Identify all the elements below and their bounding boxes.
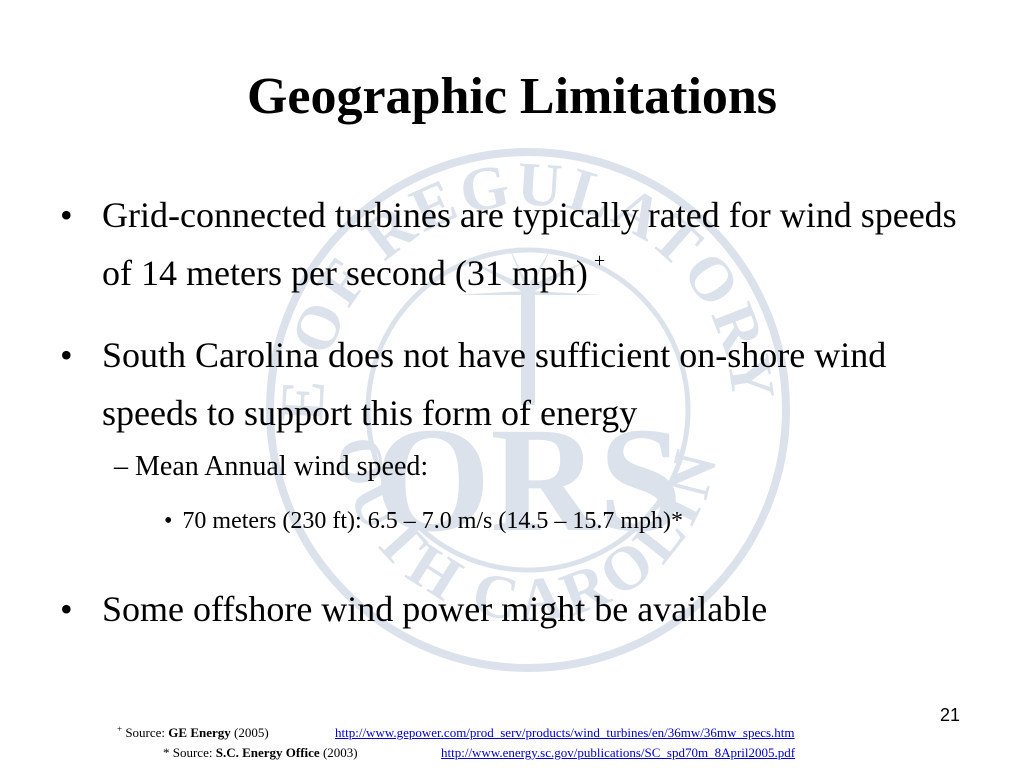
sub-sub-bullet-text: 70 meters (230 ft): 6.5 – 7.0 m/s (14.5 …: [182, 508, 684, 534]
footnote-link-sc[interactable]: http://www.energy.sc.gov/publications/SC…: [441, 745, 796, 760]
footnote-year: (2005): [234, 725, 269, 740]
footnote-mark: *: [163, 745, 170, 760]
footnote-year: (2003): [322, 745, 358, 760]
bullet-grid-connected: • Grid-connected turbines are typically …: [60, 186, 990, 302]
footnote-org: S.C. Energy Office: [215, 745, 320, 760]
bullet-text: Some offshore wind power might be availa…: [102, 589, 768, 629]
sub-bullet-mean-annual: – Mean Annual wind speed:: [114, 451, 429, 482]
palmetto-tree-icon: [453, 245, 603, 405]
footnote-sc-energy-office: * Source: S.C. Energy Office (2003) http…: [163, 745, 795, 761]
bullet-south-carolina: • South Carolina does not have sufficien…: [60, 326, 990, 442]
footnote-org: GE Energy: [168, 725, 231, 740]
bullet-offshore: • Some offshore wind power might be avai…: [60, 580, 990, 638]
footnote-link-ge[interactable]: http://www.gepower.com/prod_serv/product…: [335, 725, 795, 740]
sub-sub-bullet-70-meters: • 70 meters (230 ft): 6.5 – 7.0 m/s (14.5…: [164, 504, 683, 538]
footnote-mark-plus: +: [593, 250, 606, 272]
bullet-dot: •: [164, 508, 173, 534]
footnote-prefix: Source:: [172, 745, 213, 760]
footnote-prefix: Source:: [125, 725, 166, 740]
bullet-text: Grid-connected turbines are typically ra…: [102, 195, 957, 293]
bullet-dot: •: [60, 589, 73, 629]
footnote-mark: +: [117, 724, 123, 734]
bullet-dot: •: [60, 335, 73, 375]
slide-title: Geographic Limitations: [246, 68, 778, 125]
bullet-text: South Carolina does not have sufficient …: [102, 335, 887, 433]
slide-number: 21: [939, 705, 960, 725]
footnote-ge-energy: + Source: GE Energy (2005) http://www.ge…: [117, 724, 795, 741]
regulatory-staff-seal-watermark: OFFICE OF REGULATORY STAFF SOUTH CAROLIN…: [263, 145, 790, 672]
svg-text:ORS: ORS: [374, 397, 682, 563]
bullet-dot: •: [60, 195, 73, 235]
